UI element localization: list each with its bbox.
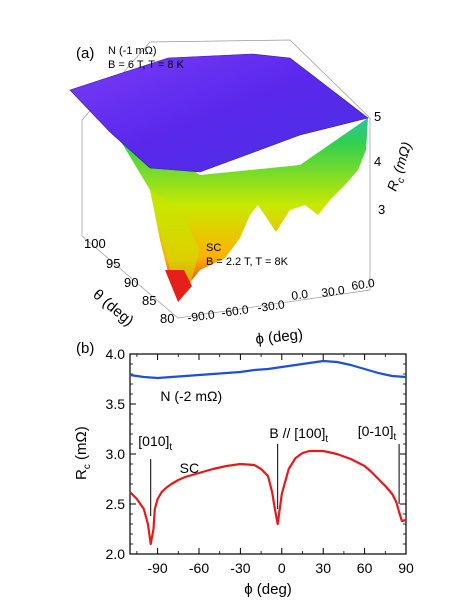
direction-label-100: B // [100]t: [269, 425, 328, 445]
z-tick: 4: [374, 154, 381, 169]
z-tick: 5: [374, 109, 381, 124]
panel-b: (b) -90 -60 -30 0 30 60 90 2.0 2.5 3.0 3.5 4.0 ϕ (de…: [73, 340, 414, 598]
phi-axis: -90.0 -60.0 -30.0 0.0 30.0 60.0 ϕ (deg): [186, 276, 375, 348]
z-axis: 5 4 3 Rc (mΩ): [374, 109, 419, 217]
panel-a: (a) N (-1 mΩ) B = 6 T, T = 8 K SC B = 2.…: [69, 39, 419, 348]
sc-surface-tail: [150, 190, 200, 300]
direction-label-0-10: [0-10]t: [358, 423, 397, 443]
theta-axis-label: θ (deg): [89, 286, 136, 330]
n-surface: [69, 53, 369, 173]
x-tick-label: 30: [315, 560, 331, 576]
theta-tick: 90: [124, 275, 138, 290]
series-line-n: [129, 359, 407, 380]
series-label-n: N (-2 mΩ): [160, 388, 222, 404]
phi-tick: 60.0: [350, 276, 375, 293]
phi-tick: -30.0: [256, 297, 285, 315]
direction-label-010: [010]t: [138, 433, 172, 453]
x-tick-label: -30: [230, 560, 250, 576]
x-tick-label: -90: [147, 560, 167, 576]
theta-axis: 100 95 90 85 80 θ (deg): [84, 236, 174, 330]
panel-a-label: (a): [76, 45, 94, 62]
z-tick: 3: [378, 202, 385, 217]
theta-tick: 80: [160, 311, 174, 326]
theta-tick: 95: [106, 256, 120, 271]
theta-tick: 85: [142, 293, 156, 308]
y-tick-label: 3.5: [106, 396, 126, 412]
chart-area: -90 -60 -30 0 30 60 90 2.0 2.5 3.0 3.5 4.0 ϕ (deg) Rc…: [73, 346, 414, 598]
n-label-2: B = 6 T, T = 8 K: [108, 59, 184, 71]
n-label-1: N (-1 mΩ): [108, 45, 157, 57]
theta-tick: 100: [84, 236, 106, 251]
phi-tick: 30.0: [320, 283, 345, 300]
x-tick-label: 60: [357, 560, 373, 576]
y-tick-label: 3.0: [106, 446, 126, 462]
x-tick-label: 90: [398, 560, 414, 576]
phi-tick: -60.0: [220, 302, 249, 320]
plot-frame: [129, 353, 407, 555]
series-label-sc: SC: [180, 460, 199, 476]
y-tick-label: 4.0: [106, 346, 126, 362]
z-axis-label: Rc (mΩ): [384, 140, 419, 194]
x-tick-label: -60: [189, 560, 209, 576]
x-axis-label: ϕ (deg): [244, 581, 292, 598]
phi-tick: 0.0: [290, 287, 309, 303]
sc-surface-red: [165, 270, 192, 302]
sc-label-1: SC: [206, 242, 221, 254]
y-tick-label: 2.5: [106, 496, 126, 512]
phi-axis-label: ϕ (deg): [255, 326, 304, 348]
y-tick-label: 2.0: [106, 546, 126, 562]
y-axis-label: Rc (mΩ): [73, 426, 93, 480]
phi-tick: -90.0: [186, 307, 215, 325]
sc-label-2: B = 2.2 T, T = 8K: [206, 256, 289, 268]
series-line-sc: [129, 449, 407, 546]
x-tick-label: 0: [278, 560, 286, 576]
panel-b-label: (b): [76, 340, 94, 357]
